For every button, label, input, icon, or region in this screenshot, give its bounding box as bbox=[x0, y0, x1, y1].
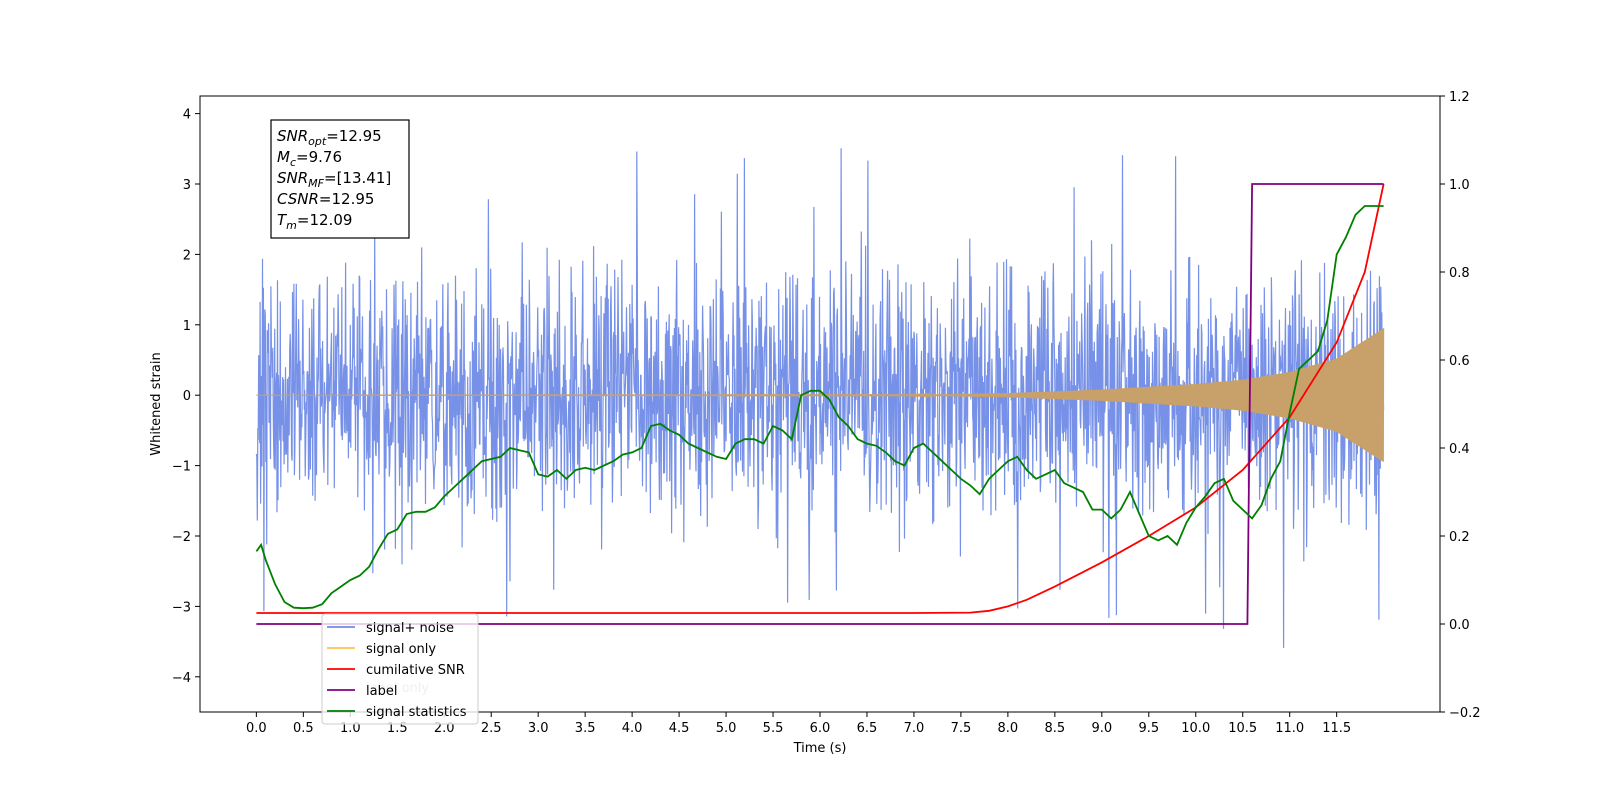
info-var-subscript: opt bbox=[308, 135, 327, 148]
x-tick-label: 4.5 bbox=[669, 721, 690, 736]
y2-tick-label: 1.2 bbox=[1449, 90, 1470, 105]
x-axis-label: Time (s) bbox=[793, 741, 847, 756]
y2-axis-ticks: 1.2 1.0 0.8 0.6 0.4 0.2 0.0 −0.2 bbox=[1440, 90, 1481, 721]
info-var-name: SNR bbox=[277, 169, 308, 187]
y2-tick-label: 1.0 bbox=[1449, 178, 1470, 193]
legend-label: cumilative SNR bbox=[366, 663, 465, 678]
plot-area bbox=[255, 148, 1385, 648]
x-tick-label: 2.5 bbox=[481, 721, 502, 736]
info-box-line: CSNR=12.95 bbox=[277, 190, 374, 208]
info-var-subscript: m bbox=[286, 219, 297, 232]
y-tick-label: −2 bbox=[172, 530, 191, 545]
info-var-subscript: c bbox=[290, 156, 296, 169]
x-axis-ticks: 0.0 0.5 1.0 1.5 2.0 2.5 3.0 3.5 4.0 4.5 5.0 5.5 6.0 6… bbox=[246, 712, 1351, 736]
y-tick-label: 0 bbox=[183, 389, 191, 404]
y2-tick-label: 0.2 bbox=[1449, 530, 1470, 545]
x-tick-label: 8.0 bbox=[998, 721, 1019, 736]
x-tick-label: 6.5 bbox=[857, 721, 878, 736]
x-tick-label: 1.5 bbox=[387, 721, 408, 736]
info-var-value: =12.95 bbox=[319, 190, 375, 208]
legend-frame bbox=[321, 613, 479, 725]
y-tick-label: 3 bbox=[183, 178, 191, 193]
y2-tick-label: 0.6 bbox=[1449, 354, 1470, 369]
legend-label: label bbox=[366, 684, 397, 699]
x-tick-label: 11.0 bbox=[1275, 721, 1304, 736]
x-tick-label: 5.0 bbox=[716, 721, 737, 736]
series-cumulative-snr bbox=[256, 183, 1385, 614]
series-label bbox=[256, 183, 1384, 625]
info-var-name: T bbox=[277, 211, 288, 229]
y2-tick-label: 0.8 bbox=[1449, 266, 1470, 281]
series-layer bbox=[255, 148, 1385, 648]
info-var-name: CSNR bbox=[277, 190, 319, 208]
y-tick-label: −4 bbox=[172, 671, 191, 686]
series-signal-only bbox=[256, 328, 1385, 462]
x-tick-label: 0.0 bbox=[246, 721, 267, 736]
x-tick-label: 9.0 bbox=[1091, 721, 1112, 736]
x-tick-label: 3.5 bbox=[575, 721, 596, 736]
y-tick-label: 2 bbox=[183, 248, 191, 263]
x-tick-label: 11.5 bbox=[1322, 721, 1351, 736]
y2-tick-label: 0.0 bbox=[1449, 618, 1470, 633]
legend-label: signal only bbox=[366, 642, 436, 657]
x-tick-label: 4.0 bbox=[622, 721, 643, 736]
y2-tick-label: 0.4 bbox=[1449, 442, 1470, 457]
y2-tick-label: −0.2 bbox=[1449, 706, 1481, 721]
x-tick-label: 8.5 bbox=[1045, 721, 1066, 736]
x-tick-label: 9.5 bbox=[1138, 721, 1159, 736]
info-var-value: =[13.41] bbox=[324, 169, 391, 187]
x-tick-label: 10.0 bbox=[1181, 721, 1210, 736]
x-tick-label: 7.0 bbox=[904, 721, 925, 736]
y-axis-label: Whitened strain bbox=[149, 352, 164, 455]
x-tick-label: 1.0 bbox=[340, 721, 361, 736]
info-var-name: M bbox=[277, 148, 290, 166]
x-tick-label: 10.5 bbox=[1228, 721, 1257, 736]
x-tick-label: 2.0 bbox=[434, 721, 455, 736]
x-tick-label: 6.0 bbox=[810, 721, 831, 736]
y-tick-label: 1 bbox=[183, 319, 191, 334]
info-var-name: SNR bbox=[277, 127, 308, 145]
info-box: SNRopt=12.95Mc=9.76SNRMF=[13.41]CSNR=12.… bbox=[270, 119, 410, 239]
info-var-value: =12.09 bbox=[297, 211, 353, 229]
y-axis-ticks: 4 3 2 1 0 −1 −2 −3 −4 bbox=[172, 108, 200, 686]
x-tick-label: 0.5 bbox=[293, 721, 314, 736]
x-tick-label: 5.5 bbox=[763, 721, 784, 736]
info-box-line: SNRopt=12.95 bbox=[277, 127, 382, 148]
info-var-value: =9.76 bbox=[296, 148, 342, 166]
series-signal-statistics bbox=[255, 205, 1384, 610]
legend-label: signal+ noise bbox=[366, 621, 454, 636]
legend-label: signal statistics bbox=[366, 705, 467, 720]
x-tick-label: 3.0 bbox=[528, 721, 549, 736]
y-tick-label: −3 bbox=[172, 600, 191, 615]
series-signal-plus-noise bbox=[255, 148, 1385, 648]
info-var-value: =12.95 bbox=[326, 127, 382, 145]
info-box-line: Mc=9.76 bbox=[277, 148, 342, 169]
y-tick-label: −1 bbox=[172, 460, 191, 475]
info-box-frame bbox=[270, 119, 410, 239]
info-box-line: Tm=12.09 bbox=[277, 211, 352, 232]
y-tick-label: 4 bbox=[183, 108, 191, 123]
info-var-subscript: MF bbox=[308, 177, 324, 190]
x-tick-label: 7.5 bbox=[951, 721, 972, 736]
info-box-line: SNRMF=[13.41] bbox=[277, 169, 391, 190]
